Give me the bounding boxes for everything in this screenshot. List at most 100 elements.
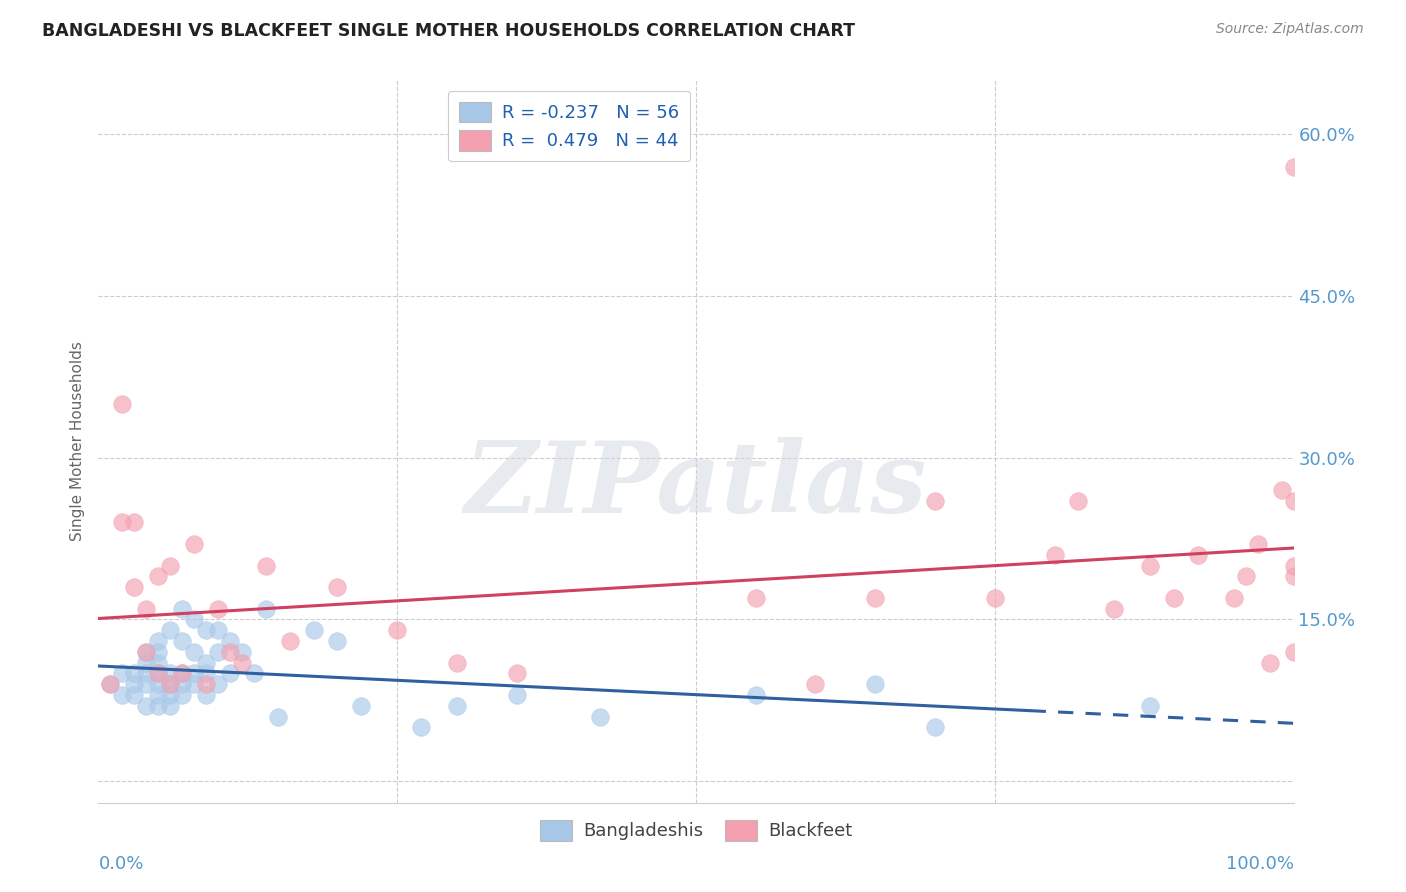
Point xyxy=(254,558,277,573)
Point xyxy=(243,666,266,681)
Text: 0.0%: 0.0% xyxy=(98,855,143,872)
Point xyxy=(1282,160,1305,174)
Point xyxy=(1282,558,1305,573)
Point xyxy=(148,634,170,648)
Point xyxy=(1247,537,1270,551)
Point xyxy=(135,601,157,615)
Point xyxy=(148,698,170,713)
Point xyxy=(207,677,229,691)
Point xyxy=(148,569,170,583)
Point xyxy=(135,677,157,691)
Point xyxy=(326,634,349,648)
Point xyxy=(148,677,170,691)
Point xyxy=(195,677,218,691)
Point xyxy=(385,624,409,638)
Point xyxy=(231,645,253,659)
Point xyxy=(1043,548,1066,562)
Point xyxy=(506,666,529,681)
Text: 100.0%: 100.0% xyxy=(1226,855,1294,872)
Point xyxy=(172,634,194,648)
Point xyxy=(207,645,229,659)
Point xyxy=(159,677,181,691)
Point xyxy=(98,677,122,691)
Point xyxy=(172,666,194,681)
Point xyxy=(195,688,218,702)
Point xyxy=(172,677,194,691)
Point xyxy=(254,601,277,615)
Point xyxy=(135,698,157,713)
Point xyxy=(124,677,146,691)
Point xyxy=(411,720,433,734)
Point xyxy=(446,656,468,670)
Point xyxy=(219,634,242,648)
Point xyxy=(924,493,946,508)
Point xyxy=(1282,493,1305,508)
Point xyxy=(207,601,229,615)
Point xyxy=(446,698,468,713)
Point xyxy=(267,709,290,723)
Point xyxy=(1139,698,1161,713)
Y-axis label: Single Mother Households: Single Mother Households xyxy=(70,342,86,541)
Point xyxy=(183,645,205,659)
Point xyxy=(124,688,146,702)
Point xyxy=(172,666,194,681)
Point xyxy=(1282,569,1305,583)
Point xyxy=(984,591,1007,605)
Point xyxy=(1282,645,1305,659)
Point xyxy=(278,634,301,648)
Point xyxy=(111,516,134,530)
Point xyxy=(159,688,181,702)
Legend: Bangladeshis, Blackfeet: Bangladeshis, Blackfeet xyxy=(533,813,859,848)
Point xyxy=(159,677,181,691)
Point xyxy=(135,656,157,670)
Point xyxy=(183,537,205,551)
Point xyxy=(1258,656,1281,670)
Point xyxy=(183,666,205,681)
Point xyxy=(172,688,194,702)
Point xyxy=(865,677,887,691)
Point xyxy=(1271,483,1294,497)
Point xyxy=(1223,591,1246,605)
Point xyxy=(1163,591,1185,605)
Point xyxy=(506,688,529,702)
Point xyxy=(98,677,122,691)
Point xyxy=(148,645,170,659)
Point xyxy=(326,580,349,594)
Point xyxy=(219,645,242,659)
Point xyxy=(148,656,170,670)
Point xyxy=(159,558,181,573)
Point xyxy=(183,677,205,691)
Text: BANGLADESHI VS BLACKFEET SINGLE MOTHER HOUSEHOLDS CORRELATION CHART: BANGLADESHI VS BLACKFEET SINGLE MOTHER H… xyxy=(42,22,855,40)
Point xyxy=(231,656,253,670)
Point xyxy=(195,666,218,681)
Point xyxy=(148,666,170,681)
Point xyxy=(159,624,181,638)
Point xyxy=(745,688,768,702)
Point xyxy=(183,612,205,626)
Point xyxy=(159,666,181,681)
Text: Source: ZipAtlas.com: Source: ZipAtlas.com xyxy=(1216,22,1364,37)
Point xyxy=(111,688,134,702)
Point xyxy=(135,645,157,659)
Point xyxy=(159,698,181,713)
Point xyxy=(350,698,373,713)
Point xyxy=(124,666,146,681)
Point xyxy=(195,624,218,638)
Point xyxy=(148,666,170,681)
Point xyxy=(195,656,218,670)
Point xyxy=(302,624,325,638)
Point xyxy=(135,645,157,659)
Point xyxy=(1104,601,1126,615)
Point xyxy=(804,677,827,691)
Point xyxy=(207,624,229,638)
Point xyxy=(745,591,768,605)
Point xyxy=(1139,558,1161,573)
Point xyxy=(589,709,612,723)
Point xyxy=(219,666,242,681)
Point xyxy=(135,666,157,681)
Point xyxy=(111,397,134,411)
Point xyxy=(172,601,194,615)
Point xyxy=(111,666,134,681)
Point xyxy=(1187,548,1209,562)
Point xyxy=(865,591,887,605)
